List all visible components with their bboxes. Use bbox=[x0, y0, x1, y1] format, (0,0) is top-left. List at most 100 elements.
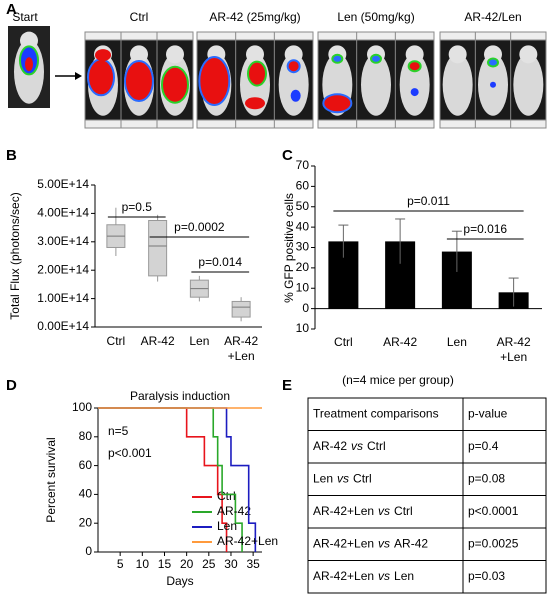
mouse-body bbox=[442, 53, 473, 116]
legend-label: AR-42 bbox=[217, 504, 251, 518]
y-tick-label: 60 bbox=[296, 179, 310, 193]
cell-part: vs bbox=[378, 504, 390, 518]
group-label: Len (50mg/kg) bbox=[337, 10, 414, 24]
x-tick-label: Len bbox=[189, 334, 209, 348]
signal bbox=[87, 58, 115, 97]
signal bbox=[322, 93, 353, 114]
y-tick-label: 20 bbox=[79, 515, 93, 529]
signal bbox=[286, 59, 301, 74]
mouse-head bbox=[130, 45, 148, 64]
signal bbox=[407, 60, 422, 73]
signal bbox=[410, 88, 419, 97]
box bbox=[148, 220, 168, 277]
signal bbox=[490, 81, 496, 88]
signal bbox=[290, 89, 301, 102]
cell-part: vs bbox=[378, 569, 390, 583]
y-tick-label: 1.00E+14 bbox=[37, 291, 89, 305]
image-band bbox=[439, 119, 547, 129]
arrow-head bbox=[75, 72, 82, 80]
mouse-head bbox=[284, 45, 303, 64]
survival-line bbox=[98, 407, 257, 552]
survival-line bbox=[98, 407, 243, 552]
y-tick-label: 5.00E+14 bbox=[37, 177, 89, 191]
signal bbox=[95, 49, 111, 62]
cell-part: Ctrl bbox=[353, 471, 372, 485]
mouse-body bbox=[399, 53, 430, 116]
table-cell: p=0.0025 bbox=[468, 536, 519, 550]
table-cell: AR-42+Len vs AR-42 bbox=[313, 536, 428, 550]
x-tick-label: Ctrl bbox=[107, 334, 126, 348]
image-band bbox=[84, 119, 194, 129]
y-tick-label: 50 bbox=[296, 199, 310, 213]
cell-part: vs bbox=[351, 439, 363, 453]
group-label: AR-42/Len bbox=[464, 10, 521, 24]
panel-label: E bbox=[282, 377, 292, 394]
cell-part: Ctrl bbox=[394, 504, 413, 518]
cell-part: AR-42+Len bbox=[313, 536, 374, 550]
table-cell: p=0.4 bbox=[468, 439, 499, 453]
x-tick-label: 5 bbox=[117, 557, 124, 571]
y-tick-label: 30 bbox=[296, 240, 310, 254]
x-tick-label: Len bbox=[447, 335, 467, 349]
group-label: Ctrl bbox=[130, 10, 149, 24]
box bbox=[231, 300, 251, 318]
panel-label: D bbox=[6, 377, 17, 394]
x-tick-label: AR-42 bbox=[383, 335, 417, 349]
table-header: p-value bbox=[468, 406, 508, 420]
table-cell: Len vs Ctrl bbox=[313, 471, 372, 485]
y-tick-label: 2.00E+14 bbox=[37, 262, 89, 276]
table-cell: p=0.03 bbox=[468, 569, 505, 583]
image-band bbox=[84, 31, 194, 41]
x-axis-label: Days bbox=[166, 574, 193, 588]
mouse-body bbox=[361, 53, 391, 116]
annotation: p=0.0002 bbox=[174, 220, 225, 234]
panel-label: A bbox=[6, 1, 17, 18]
y-tick-label: 100 bbox=[72, 400, 92, 414]
signal bbox=[245, 97, 265, 110]
image-band bbox=[196, 31, 314, 41]
signal bbox=[25, 57, 33, 72]
signal bbox=[198, 56, 231, 106]
mouse-head bbox=[20, 31, 38, 50]
x-tick-label: 10 bbox=[136, 557, 150, 571]
x-tick-label: Ctrl bbox=[334, 335, 353, 349]
y-axis-label: % GFP positive cells bbox=[282, 193, 296, 303]
y-tick-label: 4.00E+14 bbox=[37, 206, 89, 220]
image-band bbox=[196, 119, 314, 129]
y-tick-label: 60 bbox=[79, 458, 93, 472]
mouse-head bbox=[519, 45, 538, 64]
cell-part: Len bbox=[313, 471, 333, 485]
panel-label: C bbox=[282, 147, 293, 164]
y-axis-label: Percent survival bbox=[44, 437, 58, 522]
y-tick-label: 70 bbox=[296, 158, 310, 172]
annotation: p=0.014 bbox=[198, 255, 242, 269]
signal bbox=[331, 53, 344, 64]
signal bbox=[247, 60, 267, 87]
legend-label: AR-42+Len bbox=[217, 534, 278, 548]
y-tick-label: 80 bbox=[79, 429, 93, 443]
y-tick-label: 20 bbox=[296, 260, 310, 274]
y-tick-label: 0 bbox=[302, 301, 309, 315]
mouse-body bbox=[513, 53, 544, 116]
table-cell: AR-42+Len vs Len bbox=[313, 569, 414, 583]
group-label: AR-42 (25mg/kg) bbox=[209, 10, 300, 24]
y-tick-label: 10 bbox=[296, 321, 310, 335]
cell-part: vs bbox=[378, 536, 390, 550]
signal bbox=[370, 53, 382, 64]
y-tick-label: 40 bbox=[296, 219, 310, 233]
signal bbox=[124, 60, 154, 102]
mouse-head bbox=[405, 45, 424, 64]
table-header: Treatment comparisons bbox=[313, 406, 439, 420]
y-tick-label: 3.00E+14 bbox=[37, 234, 89, 248]
y-tick-label: 0.00E+14 bbox=[37, 319, 89, 333]
cell-part: AR-42 bbox=[394, 536, 428, 550]
annotation: p=0.5 bbox=[122, 200, 153, 214]
x-tick-label: 35 bbox=[246, 557, 260, 571]
image-band bbox=[439, 31, 547, 41]
mouse-body bbox=[278, 53, 309, 116]
panel-label: B bbox=[6, 147, 17, 164]
mouse-head bbox=[484, 45, 502, 64]
table-cell: p=0.08 bbox=[468, 471, 505, 485]
cell-part: vs bbox=[337, 471, 349, 485]
signal bbox=[161, 65, 189, 104]
